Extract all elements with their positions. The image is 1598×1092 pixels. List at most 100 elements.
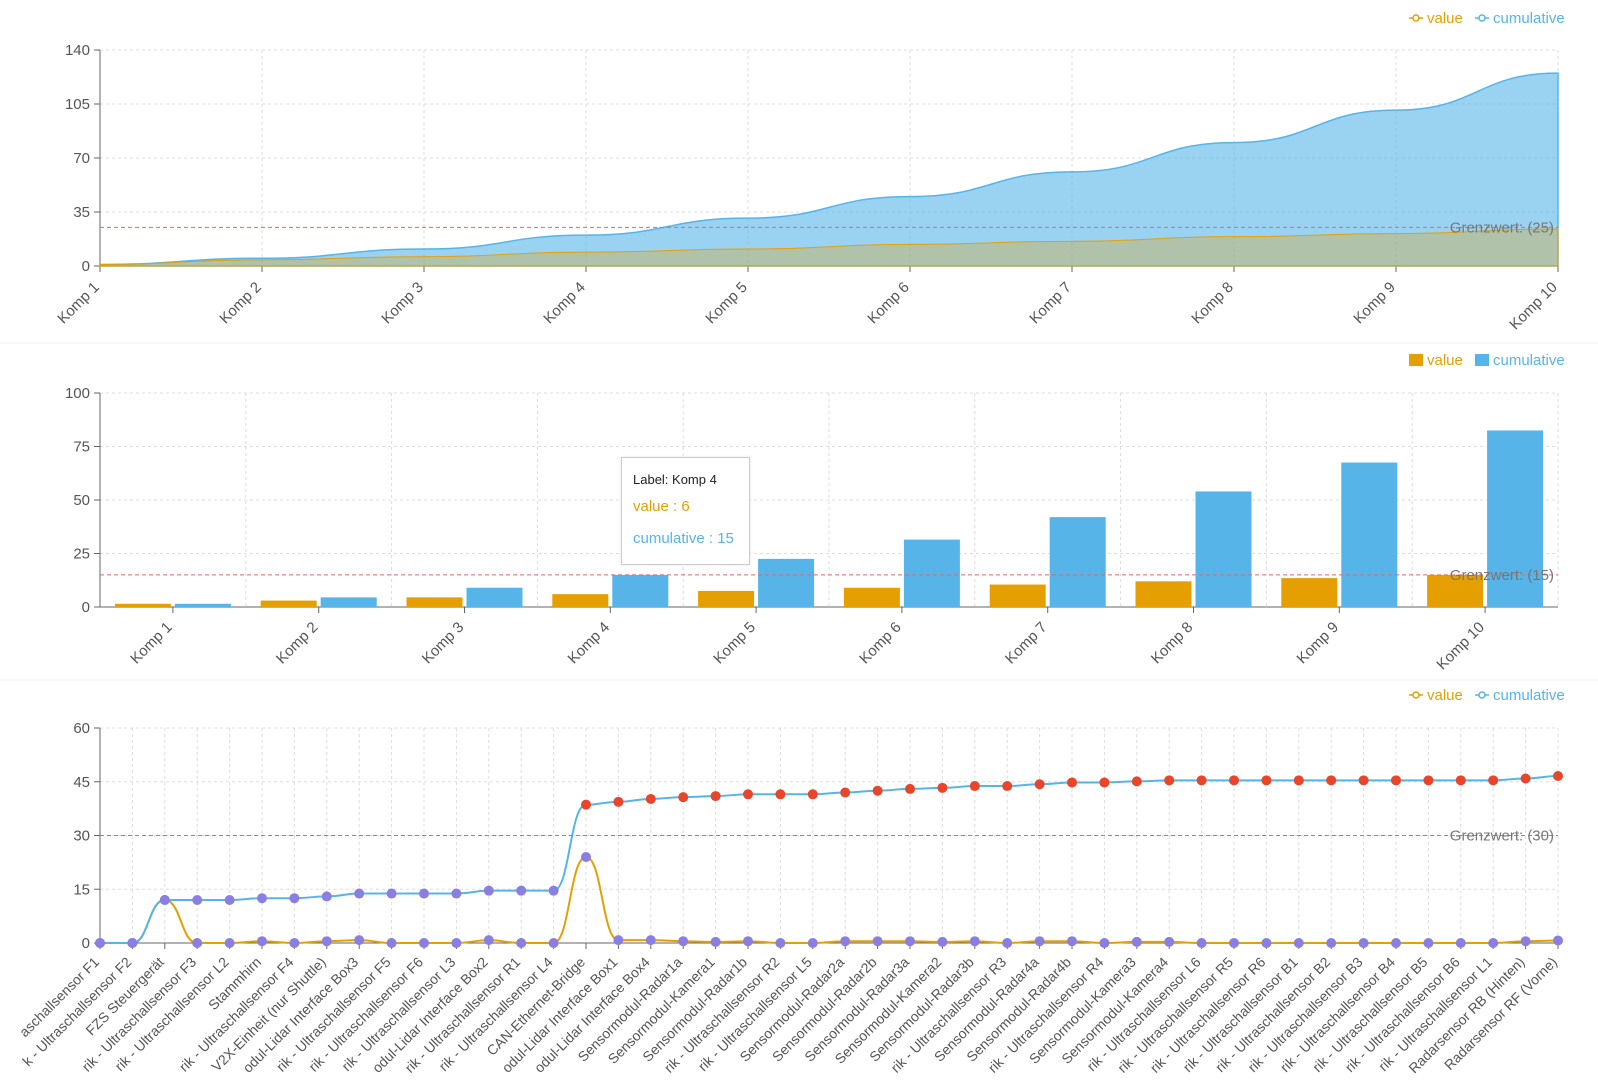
y-tick-label: 45 (73, 774, 90, 791)
bar-value (1135, 581, 1192, 607)
legend-item-cumulative: cumulative (1475, 10, 1565, 27)
bar-group-10 (1427, 430, 1544, 607)
point-cumulative (743, 789, 753, 800)
y-tick-label: 60 (73, 720, 90, 737)
point-value (581, 852, 591, 862)
legend-item-cumulative: cumulative (1475, 687, 1565, 704)
point-value (192, 938, 203, 948)
legend-item-value: value (1409, 352, 1463, 369)
bar-group-2 (260, 597, 377, 607)
point-cumulative (127, 938, 138, 948)
point-cumulative (905, 783, 915, 794)
legend-marker (1412, 691, 1420, 699)
y-tick-label: 25 (73, 546, 90, 563)
point-cumulative (159, 895, 170, 905)
point-value (1358, 938, 1369, 948)
chart2-threshold: Grenzwert: (15) (100, 567, 1558, 584)
point-cumulative (1261, 775, 1272, 786)
point-value (969, 936, 980, 947)
point-value (1326, 938, 1337, 948)
point-value (483, 935, 494, 946)
point-cumulative (1553, 771, 1563, 782)
tooltip-cumulative: cumulative : 15 (633, 530, 734, 547)
point-cumulative (386, 888, 397, 899)
point-cumulative (516, 885, 527, 896)
point-cumulative (1229, 775, 1239, 786)
x-tick-label: Komp 2 (273, 619, 322, 668)
x-tick-label: Komp 7 (1026, 279, 1075, 328)
point-value (807, 938, 818, 948)
bar-cumulative (320, 597, 377, 607)
bar-cumulative (1487, 430, 1544, 607)
y-tick-label: 30 (73, 828, 90, 845)
legend-item-value: value (1409, 10, 1463, 27)
point-cumulative (192, 895, 203, 905)
bar-value (260, 600, 317, 607)
point-cumulative (289, 893, 300, 904)
bar-value (989, 584, 1046, 607)
bar-value (114, 603, 171, 607)
bar-group-3 (406, 587, 523, 607)
x-tick-label: Komp 4 (540, 279, 589, 328)
point-value (840, 936, 851, 947)
point-cumulative (419, 888, 429, 899)
point-cumulative (937, 782, 948, 793)
point-cumulative (1520, 773, 1531, 784)
point-value (1099, 938, 1110, 948)
bar-value (698, 590, 755, 607)
point-value (872, 936, 883, 947)
line-value (99, 855, 1559, 945)
point-cumulative (613, 796, 624, 807)
point-cumulative (1131, 776, 1142, 787)
point-cumulative (354, 888, 365, 899)
point-value (354, 935, 365, 946)
chart2-axes: 0 25 50 75 100 Komp 1 Komp 2 Komp 3 Komp 4 Komp 5… (65, 385, 1559, 673)
point-value (1002, 938, 1013, 948)
y-tick-label: 105 (65, 96, 90, 113)
point-value (1034, 936, 1045, 947)
point-value (1455, 938, 1466, 948)
legend-label: cumulative (1493, 10, 1565, 27)
legend-marker (1412, 14, 1420, 22)
legend-swatch (1475, 354, 1489, 366)
point-cumulative (1196, 775, 1207, 786)
x-tick-label: Komp 8 (1148, 619, 1197, 668)
tooltip-value: value : 6 (633, 498, 690, 515)
x-tick-label: Komp 6 (856, 619, 905, 668)
point-cumulative (1455, 775, 1466, 786)
legend-item-cumulative: cumulative (1475, 352, 1565, 369)
point-cumulative (969, 781, 980, 792)
x-tick-label: Komp 6 (864, 279, 913, 328)
chart2-legend: value cumulative (1409, 352, 1565, 369)
point-value (645, 935, 656, 946)
legend-label: value (1427, 352, 1463, 369)
y-tick-label: 35 (73, 204, 90, 221)
point-value (289, 938, 300, 948)
point-value (1229, 938, 1239, 948)
point-cumulative (1164, 775, 1175, 786)
bar-value (406, 597, 463, 607)
x-tick-label: Komp 3 (378, 279, 427, 328)
bar-group-9 (1281, 462, 1398, 607)
x-tick-label: Komp 8 (1188, 279, 1237, 328)
point-value (613, 935, 624, 946)
y-tick-label: 0 (82, 599, 90, 616)
point-value (1488, 938, 1499, 948)
point-value (1261, 938, 1272, 948)
point-cumulative (321, 891, 332, 902)
point-cumulative (645, 793, 656, 804)
chart1-threshold: Grenzwert: (25) (100, 219, 1558, 236)
bar-group-4 (552, 574, 669, 607)
y-tick-label: 0 (82, 258, 90, 275)
bar-cumulative (903, 539, 960, 607)
point-value (1067, 936, 1077, 947)
x-tick-label: Komp 1 (54, 279, 103, 328)
threshold-label: Grenzwert: (25) (1450, 219, 1554, 236)
legend-swatch (1409, 354, 1423, 366)
line-cumulative (99, 775, 1559, 945)
bar-cumulative (1195, 491, 1252, 607)
chart3-threshold: Grenzwert: (30) (100, 828, 1558, 845)
point-value (419, 938, 429, 948)
bar-group-1 (114, 603, 231, 607)
